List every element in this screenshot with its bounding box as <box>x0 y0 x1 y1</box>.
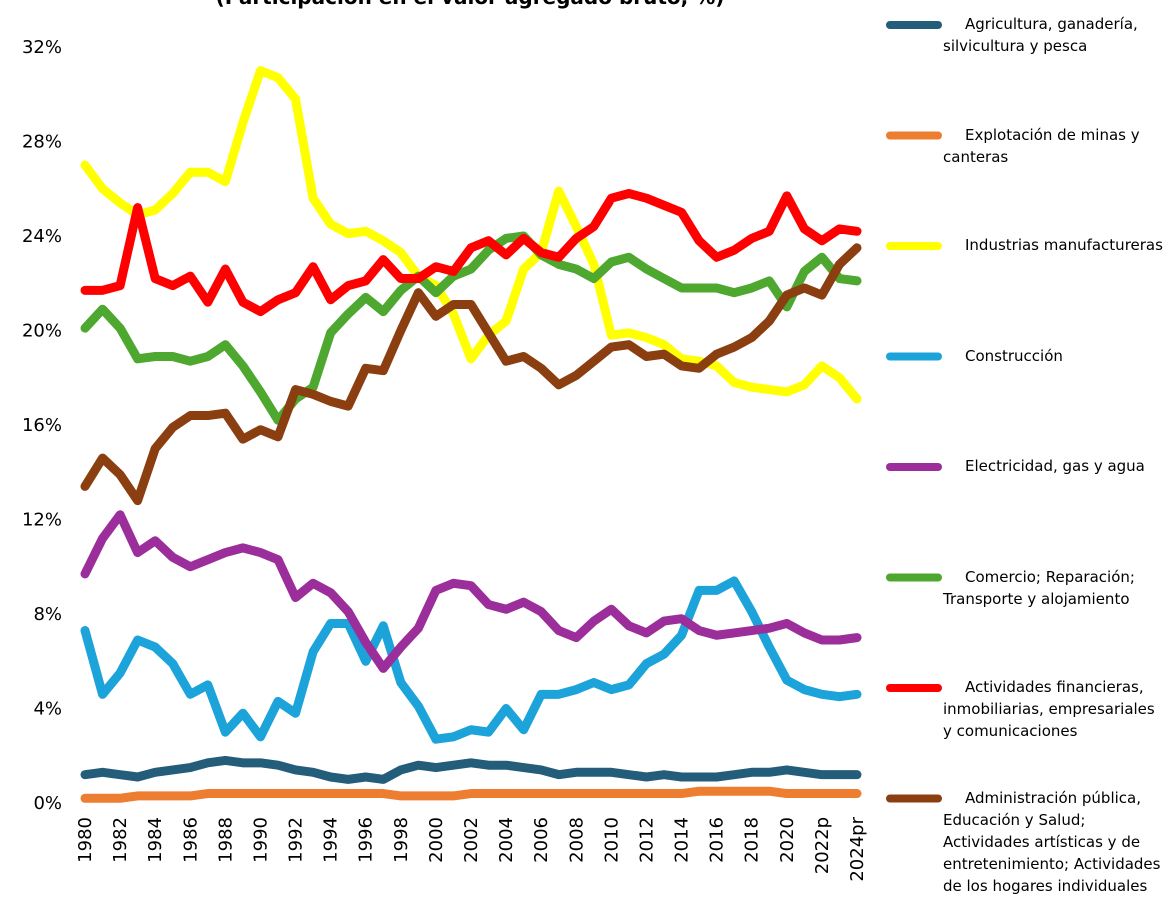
x-tick-label: 2008 <box>566 817 587 863</box>
y-tick-label: 0% <box>33 793 62 814</box>
x-tick-label: 1980 <box>75 817 96 863</box>
series-line <box>80 755 862 784</box>
series-line <box>80 510 862 673</box>
x-tick-label: 1990 <box>250 817 271 863</box>
series-line <box>80 576 862 744</box>
y-tick-label: 12% <box>22 510 62 531</box>
y-tick-label: 28% <box>22 132 62 153</box>
x-tick-label: 2006 <box>531 817 552 863</box>
x-tick-label: 2016 <box>707 817 728 863</box>
legend-label: Administración pública, Educación y Salu… <box>943 788 1161 895</box>
legend-label: Industrias manufactureras <box>965 236 1163 254</box>
x-tick-label: 1982 <box>110 817 131 863</box>
x-tick-label: 2022p <box>812 817 833 874</box>
x-tick-label: 2000 <box>426 817 447 863</box>
x-tick-label: 2024pr <box>847 816 868 881</box>
legend-label: Actividades financieras, inmobiliarias, … <box>943 678 1155 740</box>
x-tick-label: 2002 <box>461 817 482 863</box>
y-tick-label: 16% <box>22 415 62 436</box>
x-tick-label: 2010 <box>601 817 622 863</box>
x-tick-label: 1984 <box>145 817 166 863</box>
legend-label: Construcción <box>965 346 1063 365</box>
series-line <box>80 66 862 404</box>
x-tick-label: 1992 <box>286 817 307 863</box>
y-tick-label: 24% <box>22 226 62 247</box>
series-line <box>80 786 862 803</box>
series-line <box>80 188 862 317</box>
legend-label: Electricidad, gas y agua <box>965 457 1145 475</box>
y-tick-label: 32% <box>22 37 62 58</box>
x-tick-label: 2014 <box>672 817 693 863</box>
x-tick-label: 2020 <box>777 817 798 863</box>
x-tick-label: 1988 <box>215 817 236 863</box>
legend-label: Agricultura, ganadería, silvicultura y p… <box>943 15 1138 55</box>
y-tick-label: 4% <box>33 699 62 720</box>
y-tick-label: 8% <box>33 604 62 625</box>
y-tick-label: 20% <box>22 321 62 342</box>
x-tick-label: 1994 <box>321 817 342 863</box>
x-tick-label: 1998 <box>391 817 412 863</box>
x-tick-label: 2018 <box>742 817 763 863</box>
x-tick-label: 2004 <box>496 817 517 863</box>
x-tick-label: 1986 <box>180 817 201 863</box>
legend-label: Comercio; Reparación; Transporte y aloja… <box>943 567 1135 608</box>
legend-label: Explotación de minas y canteras <box>943 125 1140 166</box>
chart-title: (Participación en el valor agregado brut… <box>216 0 725 9</box>
x-tick-label: 2012 <box>636 817 657 863</box>
x-tick-label: 1996 <box>356 817 377 863</box>
series-line <box>80 243 862 506</box>
series-line <box>80 231 862 425</box>
